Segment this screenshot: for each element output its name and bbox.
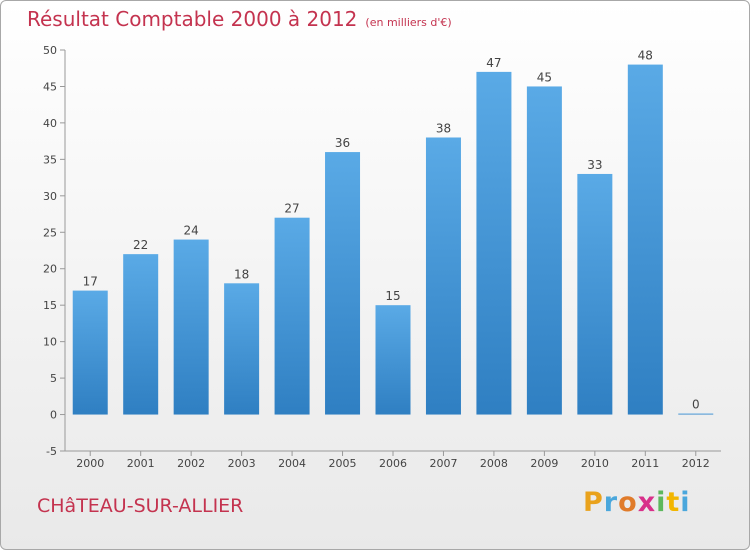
y-tick-label: 30 [43, 190, 57, 203]
x-tick-label: 2010 [581, 457, 609, 470]
bar [72, 290, 108, 415]
bar-value-label: 15 [385, 289, 400, 303]
bar [173, 239, 209, 415]
bar-value-label: 18 [234, 267, 249, 281]
bar-value-label: 0 [692, 398, 700, 412]
y-tick-label: 15 [43, 299, 57, 312]
bar [274, 217, 310, 415]
logo-letter: P [583, 487, 604, 518]
logo-letter: x [637, 487, 657, 518]
y-tick-label: 25 [43, 226, 57, 239]
town-name: CHâTEAU-SUR-ALLIER [37, 495, 244, 517]
x-tick-label: 2001 [127, 457, 155, 470]
bar [123, 254, 159, 415]
bar-value-label: 36 [335, 136, 350, 150]
bar [476, 71, 512, 415]
bar [425, 137, 461, 415]
y-tick-label: 40 [43, 117, 57, 130]
proxiti-logo[interactable]: Proxiti [583, 487, 691, 518]
logo-letter: r [603, 487, 619, 518]
x-tick-label: 2002 [177, 457, 205, 470]
y-tick-label: 0 [50, 409, 57, 422]
y-tick-label: 5 [50, 372, 57, 385]
logo-letter: o [618, 487, 638, 518]
bar [224, 283, 260, 415]
chart-subtitle: (en milliers d'€) [365, 16, 452, 29]
bar-value-label: 24 [184, 224, 199, 238]
bar-value-label: 38 [436, 121, 451, 135]
bar [325, 152, 361, 415]
y-tick-label: 35 [43, 153, 57, 166]
logo-letter: i [680, 487, 691, 518]
bar-value-label: 33 [587, 158, 602, 172]
x-tick-label: 2003 [228, 457, 256, 470]
logo-letter: i [656, 487, 667, 518]
x-tick-label: 2006 [379, 457, 407, 470]
y-tick-label: 20 [43, 263, 57, 276]
bar-value-label: 22 [133, 238, 148, 252]
x-tick-label: 2008 [480, 457, 508, 470]
x-tick-label: 2000 [76, 457, 104, 470]
chart-title: Résultat Comptable 2000 à 2012 (en millie… [27, 7, 452, 31]
x-tick-label: 2012 [682, 457, 710, 470]
bar-value-label: 47 [486, 56, 501, 70]
bar [375, 305, 411, 415]
x-tick-label: 2004 [278, 457, 306, 470]
bar-value-label: 17 [83, 275, 98, 289]
x-tick-label: 2011 [631, 457, 659, 470]
y-tick-label: 10 [43, 336, 57, 349]
y-tick-label: -5 [46, 445, 57, 458]
x-tick-label: 2009 [530, 457, 558, 470]
bar-value-label: 45 [537, 70, 552, 84]
bar [577, 173, 613, 415]
bar [526, 86, 562, 415]
bar-value-label: 48 [638, 49, 653, 63]
bar [678, 413, 714, 415]
y-tick-label: 50 [43, 44, 57, 57]
bar [627, 64, 663, 415]
chart-title-text: Résultat Comptable 2000 à 2012 [27, 7, 358, 31]
bar-value-label: 27 [284, 202, 299, 216]
logo-letter: t [666, 487, 681, 518]
x-tick-label: 2007 [429, 457, 457, 470]
y-tick-label: 45 [43, 80, 57, 93]
x-tick-label: 2005 [329, 457, 357, 470]
